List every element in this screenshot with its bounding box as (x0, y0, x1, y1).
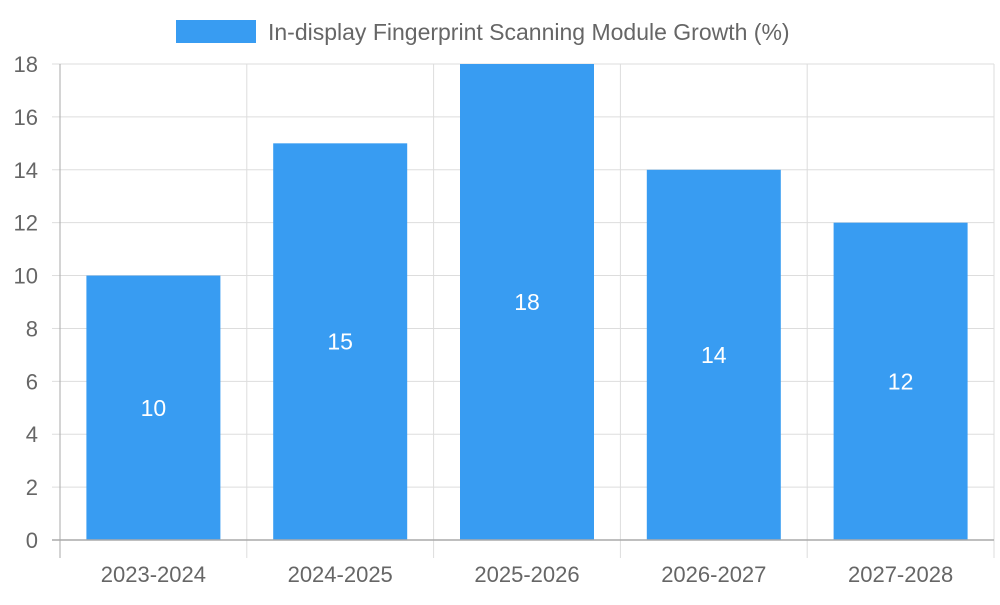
y-tick-label: 16 (14, 105, 38, 130)
legend-swatch[interactable] (176, 20, 256, 43)
bar-value-label: 18 (514, 289, 540, 315)
y-tick-label: 10 (14, 264, 38, 289)
y-tick-label: 6 (26, 369, 38, 394)
x-tick-label: 2024-2025 (288, 562, 393, 587)
y-tick-label: 2 (26, 475, 38, 500)
y-tick-label: 14 (14, 158, 38, 183)
bar-value-label: 14 (701, 342, 727, 368)
y-tick-label: 4 (26, 422, 38, 447)
y-tick-label: 8 (26, 316, 38, 341)
bar[interactable] (460, 64, 594, 540)
bar-value-label: 10 (141, 395, 167, 421)
labels: 0 2 4 6 8 10 12 14 16 18 10 2023-2024 15 2024-2025 18 2… (14, 52, 954, 587)
x-tick-label: 2025-2026 (474, 562, 579, 587)
legend-label[interactable]: In-display Fingerprint Scanning Module G… (268, 19, 790, 45)
legend[interactable]: In-display Fingerprint Scanning Module G… (176, 19, 790, 45)
y-tick-label: 18 (14, 52, 38, 77)
axes (52, 63, 994, 558)
x-tick-label: 2027-2028 (848, 562, 953, 587)
bar-value-label: 12 (888, 368, 914, 394)
y-tick-label: 0 (26, 528, 38, 553)
bar-value-label: 15 (327, 329, 353, 355)
bar[interactable] (86, 275, 221, 540)
bar[interactable] (273, 143, 408, 541)
bars (86, 64, 968, 541)
bar[interactable] (833, 222, 968, 540)
x-tick-label: 2026-2027 (661, 562, 766, 587)
y-tick-label: 12 (14, 211, 38, 236)
bar[interactable] (646, 169, 781, 540)
x-tick-label: 2023-2024 (101, 562, 206, 587)
